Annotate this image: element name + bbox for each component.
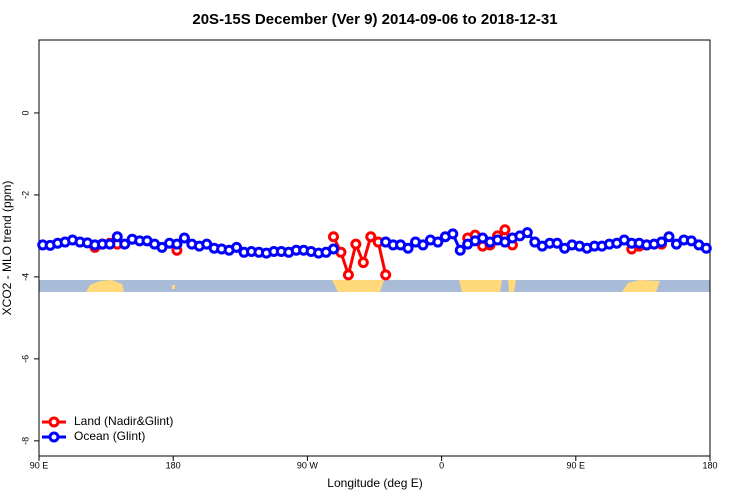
y-tick-label: -2 [20, 191, 30, 199]
data-point [327, 231, 339, 243]
data-point [663, 231, 675, 243]
data-point [402, 242, 414, 254]
y-tick-label: -4 [20, 273, 30, 281]
y-tick-label: -6 [20, 355, 30, 363]
x-tick-label: 180 [702, 460, 717, 470]
data-point [432, 236, 444, 248]
data-point [365, 231, 377, 243]
data-point [521, 227, 533, 239]
y-tick-label: 0 [20, 110, 30, 115]
data-point [178, 232, 190, 244]
data-point [104, 238, 116, 250]
data-point [551, 237, 563, 249]
data-point [447, 228, 459, 240]
data-point [380, 269, 392, 281]
x-axis-title: Longitude (deg E) [327, 476, 422, 490]
x-tick-label: 90 E [30, 460, 49, 470]
data-point [342, 269, 354, 281]
data-point [350, 238, 362, 250]
x-tick-label: 180 [166, 460, 181, 470]
data-point [417, 239, 429, 251]
data-point [454, 244, 466, 256]
x-tick-label: 0 [439, 460, 444, 470]
data-point [119, 238, 131, 250]
data-point [327, 243, 339, 255]
x-tick-label: 90 E [567, 460, 586, 470]
chart-title: 20S-15S December (Ver 9) 2014-09-06 to 2… [192, 11, 557, 28]
y-axis-title: XCO2 - MLO trend (ppm) [0, 181, 14, 316]
data-point [656, 236, 668, 248]
data-point [700, 242, 712, 254]
data-point [171, 238, 183, 250]
data-point [231, 241, 243, 253]
legend-label: Land (Nadir&Glint) [74, 414, 173, 428]
data-point [357, 257, 369, 269]
x-tick-label: 90 W [297, 460, 319, 470]
legend: Land (Nadir&Glint) Ocean (Glint) [42, 414, 173, 443]
data-point [499, 224, 511, 236]
map-strip [39, 280, 710, 292]
data-point [111, 231, 123, 243]
legend-label: Ocean (Glint) [74, 429, 145, 443]
y-tick-label: -8 [20, 437, 30, 445]
